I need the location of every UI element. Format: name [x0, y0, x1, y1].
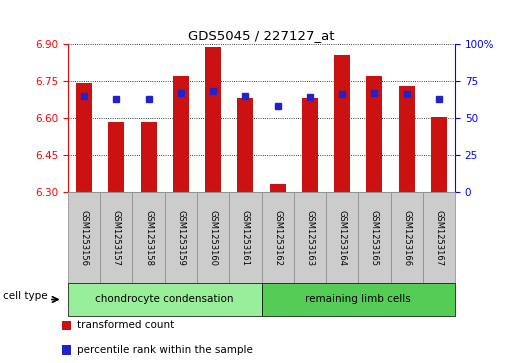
Text: GSM1253167: GSM1253167 [435, 210, 444, 266]
Bar [229, 192, 262, 283]
Bar [334, 55, 350, 192]
Text: GSM1253162: GSM1253162 [273, 210, 282, 266]
Bar [68, 283, 262, 316]
Bar [197, 192, 229, 283]
Text: GSM1253164: GSM1253164 [338, 210, 347, 266]
Text: chondrocyte condensation: chondrocyte condensation [96, 294, 234, 305]
Bar [431, 117, 447, 192]
Bar [132, 192, 165, 283]
Bar [237, 98, 254, 192]
Bar [366, 76, 382, 192]
Bar [141, 122, 157, 192]
Text: transformed count: transformed count [77, 321, 175, 330]
Bar [62, 321, 72, 330]
Bar [173, 76, 189, 192]
Text: GSM1253166: GSM1253166 [402, 210, 411, 266]
Bar [391, 192, 423, 283]
Bar [294, 192, 326, 283]
Bar [326, 192, 358, 283]
Text: GSM1253158: GSM1253158 [144, 210, 153, 266]
Bar [302, 98, 318, 192]
Text: GSM1253161: GSM1253161 [241, 210, 250, 266]
Bar [423, 192, 455, 283]
Bar [68, 192, 100, 283]
Text: GSM1253159: GSM1253159 [176, 210, 185, 266]
Text: percentile rank within the sample: percentile rank within the sample [77, 345, 253, 355]
Title: GDS5045 / 227127_at: GDS5045 / 227127_at [188, 29, 335, 42]
Bar [62, 345, 72, 355]
Text: cell type: cell type [3, 291, 47, 301]
Text: remaining limb cells: remaining limb cells [305, 294, 411, 305]
Text: GSM1253163: GSM1253163 [305, 210, 314, 266]
Bar [358, 192, 391, 283]
Text: GSM1253156: GSM1253156 [79, 210, 88, 266]
Text: GSM1253165: GSM1253165 [370, 210, 379, 266]
Bar [76, 83, 92, 192]
Bar [205, 47, 221, 192]
Bar [399, 86, 415, 192]
Bar [100, 192, 132, 283]
Text: GSM1253160: GSM1253160 [209, 210, 218, 266]
Text: GSM1253157: GSM1253157 [112, 210, 121, 266]
Bar [262, 283, 455, 316]
Bar [269, 184, 286, 192]
Bar [165, 192, 197, 283]
Bar [262, 192, 294, 283]
Bar [108, 122, 124, 192]
